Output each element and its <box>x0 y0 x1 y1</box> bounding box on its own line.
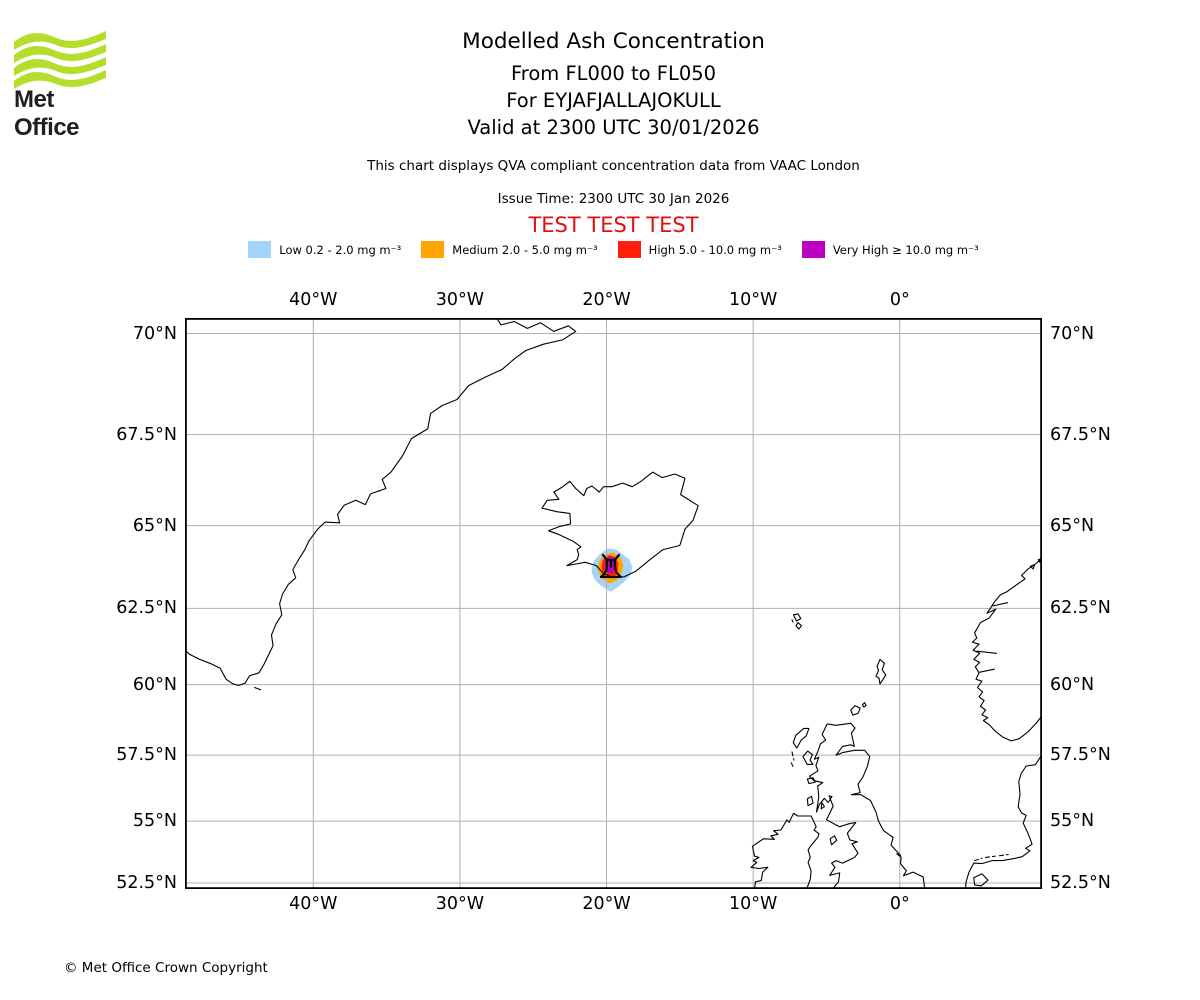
orkney-island <box>850 705 861 716</box>
high-swatch-icon <box>617 241 641 258</box>
lon-tick-top: 30°W <box>435 290 485 310</box>
uist-island <box>791 751 795 761</box>
legend-label-very_high: Very High ≥ 10.0 mg m⁻³ <box>832 242 979 257</box>
lewis-island <box>792 727 810 749</box>
lon-tick-top: 20°W <box>582 290 631 310</box>
wadden-island <box>998 853 1009 857</box>
wadden-island <box>974 857 983 862</box>
faroe-island <box>795 622 803 630</box>
volcano-eruption-icon <box>599 553 623 579</box>
orkney-island <box>861 702 867 708</box>
skye-island <box>802 750 814 765</box>
greenland-islet <box>254 686 262 691</box>
norway-fjord <box>976 650 998 654</box>
norway-islet <box>1029 564 1036 570</box>
met-office-logo: Met Office <box>14 26 124 141</box>
map-area <box>182 314 1043 890</box>
issue-time-text: Issue Time: 2300 UTC 30 Jan 2026 <box>497 191 730 207</box>
lon-tick-top: 40°W <box>289 290 338 310</box>
lat-tick-right: 67.5°N <box>1050 424 1111 445</box>
lat-tick-left: 52.5°N <box>116 873 177 893</box>
lat-tick-left: 70°N <box>132 323 177 344</box>
very_high-swatch-icon <box>801 241 825 258</box>
shetland-island <box>875 658 887 685</box>
lon-tick-bottom: 10°W <box>728 894 778 914</box>
lat-tick-right: 62.5°N <box>1050 598 1111 619</box>
greenland-coastline <box>182 314 577 687</box>
lon-tick-bottom: 30°W <box>435 894 485 914</box>
lat-tick-right: 57.5°N <box>1050 745 1111 766</box>
low-swatch-icon <box>248 241 272 258</box>
lat-tick-right: 65°N <box>1050 515 1095 536</box>
ireland-coastline <box>750 812 820 890</box>
test-banner: TEST TEST TEST <box>528 213 699 237</box>
lat-tick-left: 67.5°N <box>116 424 177 445</box>
legend-item-low: Low 0.2 - 2.0 mg m⁻³ <box>248 241 401 258</box>
lat-tick-right: 52.5°N <box>1050 873 1111 893</box>
lon-tick-bottom: 40°W <box>289 894 338 914</box>
page-title: Modelled Ash Concentration <box>462 29 765 54</box>
medium-swatch-icon <box>421 241 445 258</box>
faroe-islet <box>791 619 794 623</box>
lat-tick-right: 55°N <box>1050 811 1095 832</box>
lon-tick-bottom: 0° <box>889 894 910 914</box>
subtitle-flight-levels: From FL000 to FL050 <box>510 62 717 85</box>
subtitle-volcano: For EYJAFJALLAJOKULL <box>506 89 721 112</box>
isle-of-man <box>829 835 838 846</box>
legend-label-medium: Medium 2.0 - 5.0 mg m⁻³ <box>452 242 598 257</box>
norway-coastline <box>971 557 1043 742</box>
ash-concentration-legend: Low 0.2 - 2.0 mg m⁻³ Medium 2.0 - 5.0 mg … <box>185 241 1042 258</box>
lat-tick-right: 70°N <box>1050 323 1095 344</box>
legend-item-high: High 5.0 - 10.0 mg m⁻³ <box>617 241 782 258</box>
norway-fjord <box>992 602 1009 607</box>
norway-fjord <box>979 668 995 673</box>
iceland-coastline <box>541 471 699 578</box>
map-canvas <box>182 314 1043 890</box>
legend-item-medium: Medium 2.0 - 5.0 mg m⁻³ <box>421 241 598 258</box>
great-britain-coastline <box>809 722 926 890</box>
lon-tick-bottom: 20°W <box>582 894 631 914</box>
lon-tick-top: 10°W <box>728 290 778 310</box>
lat-tick-right: 60°N <box>1050 674 1095 695</box>
map-frame <box>184 317 1043 890</box>
islay-island <box>806 795 814 807</box>
legend-label-low: Low 0.2 - 2.0 mg m⁻³ <box>279 242 402 257</box>
lat-tick-left: 55°N <box>132 811 177 832</box>
lat-tick-left: 60°N <box>132 674 177 695</box>
legend-label-high: High 5.0 - 10.0 mg m⁻³ <box>648 242 782 257</box>
met-office-logo-text: Met Office <box>14 86 80 141</box>
arran-island <box>820 801 825 810</box>
lat-tick-left: 62.5°N <box>116 598 177 619</box>
uist-island <box>790 762 794 768</box>
qva-disclaimer-text: This chart displays QVA compliant concen… <box>367 158 860 174</box>
wadden-island <box>985 855 996 858</box>
faroe-island <box>792 613 802 622</box>
copyright-text: © Met Office Crown Copyright <box>64 960 268 976</box>
met-office-waves-icon <box>14 31 106 89</box>
ijsselmeer-outline <box>973 873 989 887</box>
denmark-german-coastline <box>964 754 1043 890</box>
lat-tick-left: 57.5°N <box>116 745 177 766</box>
mull-island <box>806 777 816 785</box>
legend-item-very_high: Very High ≥ 10.0 mg m⁻³ <box>801 241 979 258</box>
lon-tick-top: 0° <box>889 290 910 310</box>
lat-tick-left: 65°N <box>132 515 177 536</box>
subtitle-valid-time: Valid at 2300 UTC 30/01/2026 <box>467 116 760 139</box>
